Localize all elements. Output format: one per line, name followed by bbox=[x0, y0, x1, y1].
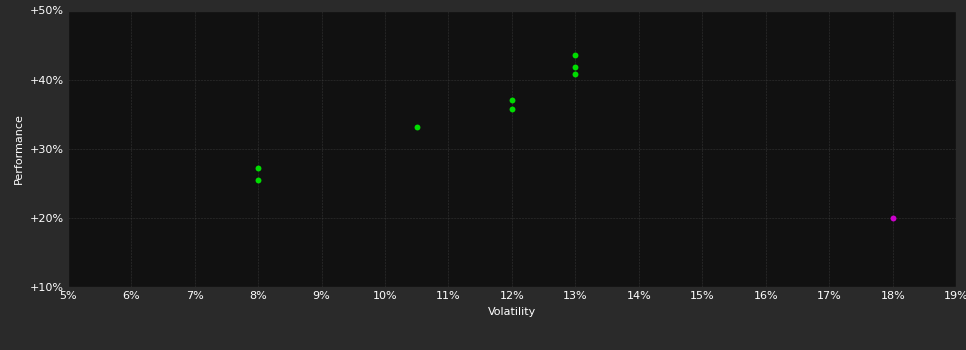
Point bbox=[504, 106, 520, 111]
Y-axis label: Performance: Performance bbox=[14, 113, 24, 184]
Point bbox=[568, 52, 583, 58]
Point bbox=[250, 177, 266, 183]
Point bbox=[409, 124, 424, 130]
Point bbox=[568, 71, 583, 77]
X-axis label: Volatility: Volatility bbox=[488, 307, 536, 317]
Point bbox=[250, 165, 266, 171]
Point bbox=[885, 215, 900, 221]
Point bbox=[504, 98, 520, 103]
Point bbox=[568, 64, 583, 70]
